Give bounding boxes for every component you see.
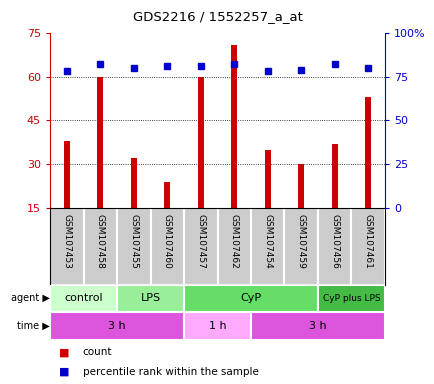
Text: CyP plus LPS: CyP plus LPS xyxy=(322,294,379,303)
Bar xyxy=(117,285,184,312)
Text: GSM107457: GSM107457 xyxy=(196,214,205,269)
Text: LPS: LPS xyxy=(140,293,160,303)
Text: 3 h: 3 h xyxy=(108,321,125,331)
Bar xyxy=(317,208,351,285)
Text: ■: ■ xyxy=(59,347,69,357)
Text: time ▶: time ▶ xyxy=(17,321,50,331)
Bar xyxy=(150,208,184,285)
Bar xyxy=(64,141,69,208)
Bar xyxy=(231,45,237,208)
Text: ■: ■ xyxy=(59,367,69,377)
Bar xyxy=(197,77,203,208)
Text: GSM107456: GSM107456 xyxy=(329,214,339,269)
Bar xyxy=(317,285,384,312)
Bar xyxy=(184,285,317,312)
Text: GSM107459: GSM107459 xyxy=(296,214,305,269)
Text: count: count xyxy=(82,347,112,357)
Text: GSM107458: GSM107458 xyxy=(95,214,105,269)
Bar xyxy=(50,312,184,340)
Bar xyxy=(331,144,337,208)
Bar xyxy=(164,182,170,208)
Bar xyxy=(298,164,303,208)
Bar xyxy=(184,208,217,285)
Text: 3 h: 3 h xyxy=(309,321,326,331)
Bar xyxy=(284,208,317,285)
Text: GSM107462: GSM107462 xyxy=(229,214,238,269)
Text: control: control xyxy=(64,293,102,303)
Bar xyxy=(184,312,250,340)
Bar xyxy=(83,208,117,285)
Text: 1 h: 1 h xyxy=(208,321,226,331)
Text: agent ▶: agent ▶ xyxy=(11,293,50,303)
Bar xyxy=(264,149,270,208)
Text: GSM107455: GSM107455 xyxy=(129,214,138,269)
Text: percentile rank within the sample: percentile rank within the sample xyxy=(82,367,258,377)
Bar xyxy=(117,208,150,285)
Text: GSM107460: GSM107460 xyxy=(162,214,171,269)
Text: GSM107454: GSM107454 xyxy=(263,214,272,269)
Text: CyP: CyP xyxy=(240,293,261,303)
Text: GSM107453: GSM107453 xyxy=(62,214,71,269)
Bar xyxy=(50,208,83,285)
Bar xyxy=(131,158,136,208)
Bar xyxy=(97,77,103,208)
Bar xyxy=(217,208,250,285)
Bar xyxy=(250,208,284,285)
Bar xyxy=(365,97,370,208)
Text: GDS2216 / 1552257_a_at: GDS2216 / 1552257_a_at xyxy=(132,10,302,23)
Text: GSM107461: GSM107461 xyxy=(363,214,372,269)
Bar xyxy=(351,208,384,285)
Bar xyxy=(50,285,117,312)
Bar xyxy=(250,312,384,340)
